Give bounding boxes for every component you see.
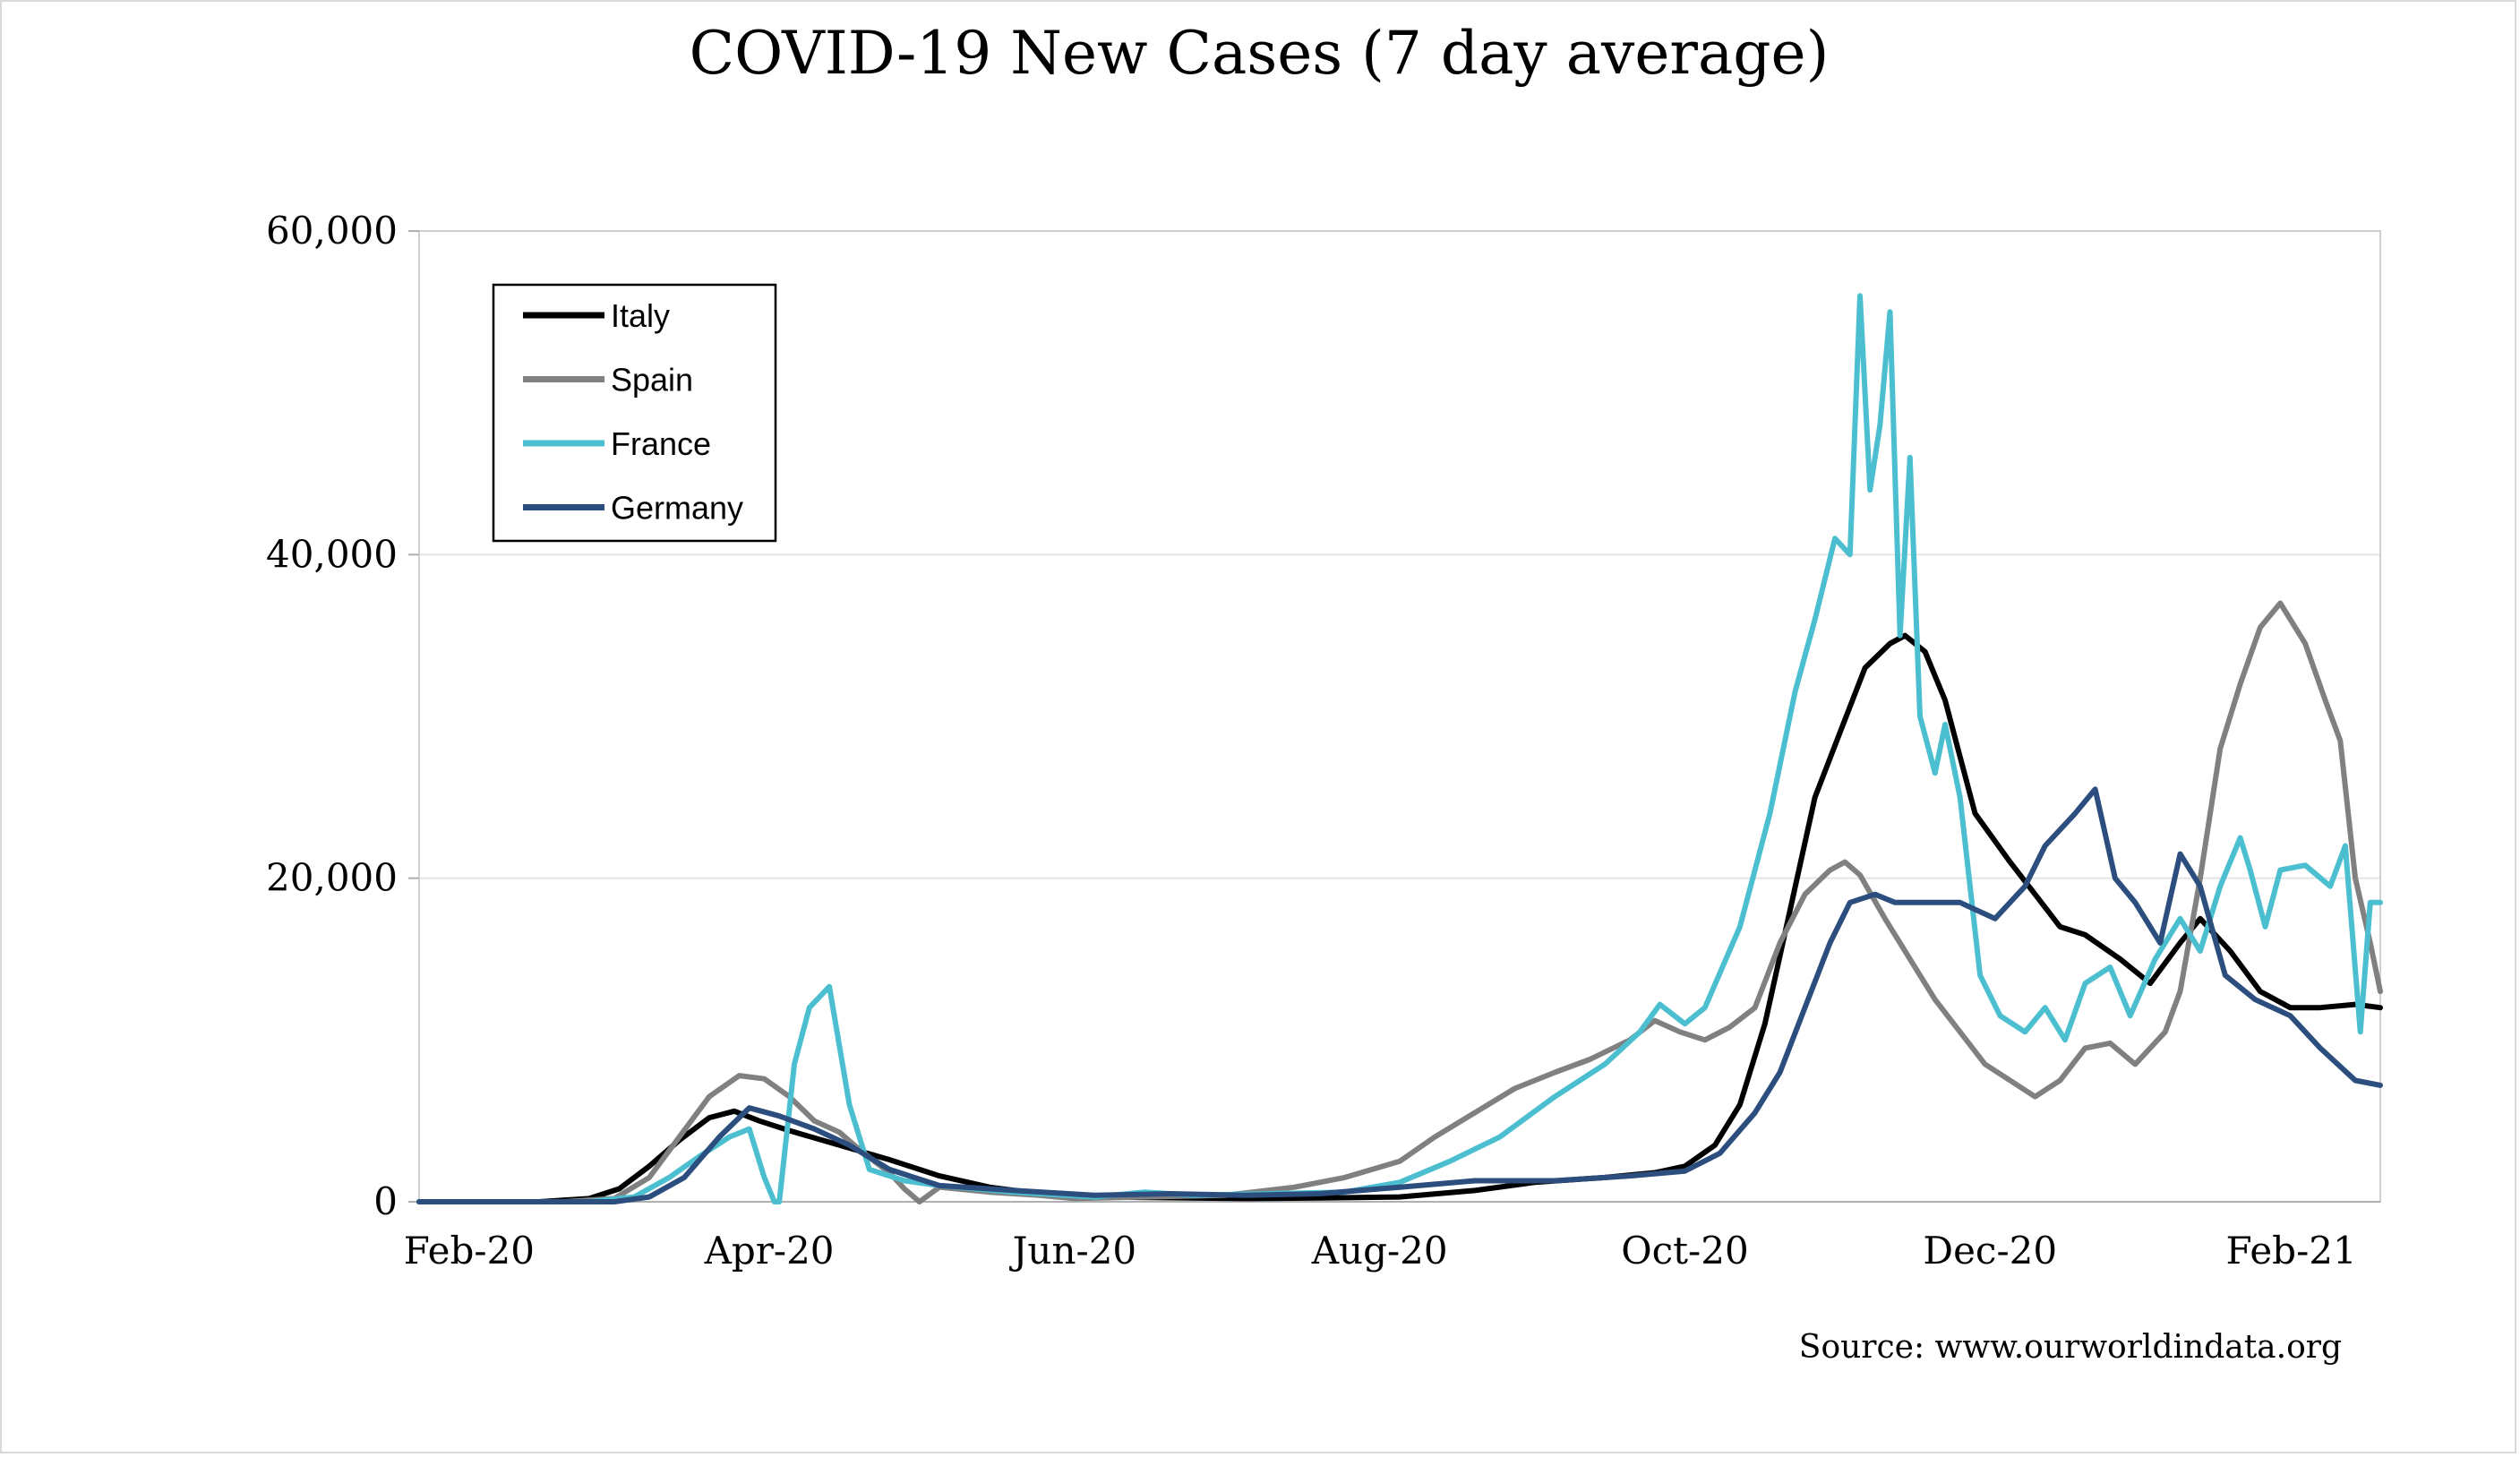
series-lines xyxy=(416,293,2383,1204)
series-line-spain xyxy=(416,600,2383,1204)
x-tick-label: Oct-20 xyxy=(1621,1229,1748,1273)
legend: Italy Spain France Germany xyxy=(492,283,777,543)
x-axis: Feb-20 Apr-20 Jun-20 Aug-20 Oct-20 Dec-20 Feb-… xyxy=(404,1201,2380,1273)
y-tick-label: 0 xyxy=(373,1179,398,1223)
source-note: Source: www.ourworldindata.org xyxy=(1799,1329,2342,1366)
x-tick-label: Aug-20 xyxy=(1311,1229,1448,1273)
legend-label: Germany xyxy=(611,490,743,527)
series-line-italy xyxy=(416,632,2383,1204)
x-tick-label: Feb-21 xyxy=(2225,1229,2356,1273)
x-tick-label: Feb-20 xyxy=(404,1229,535,1273)
legend-label: Spain xyxy=(611,362,693,399)
x-tick-label: Apr-20 xyxy=(704,1229,835,1273)
series-line-germany xyxy=(416,786,2383,1204)
legend-label: France xyxy=(611,425,711,462)
y-axis: 0 20,000 40,000 60,000 xyxy=(266,209,419,1223)
grid-lines xyxy=(419,553,2380,879)
x-tick-label: Dec-20 xyxy=(1923,1229,2057,1273)
series-line-france xyxy=(416,293,2383,1204)
y-tick-label: 40,000 xyxy=(266,532,398,576)
legend-box xyxy=(492,283,777,543)
y-tick-label: 60,000 xyxy=(266,209,398,253)
chart-title: COVID-19 New Cases (7 day average) xyxy=(690,19,1830,88)
legend-label: Italy xyxy=(611,297,670,334)
x-tick-label: Jun-20 xyxy=(1009,1229,1137,1273)
y-tick-label: 20,000 xyxy=(266,856,398,900)
